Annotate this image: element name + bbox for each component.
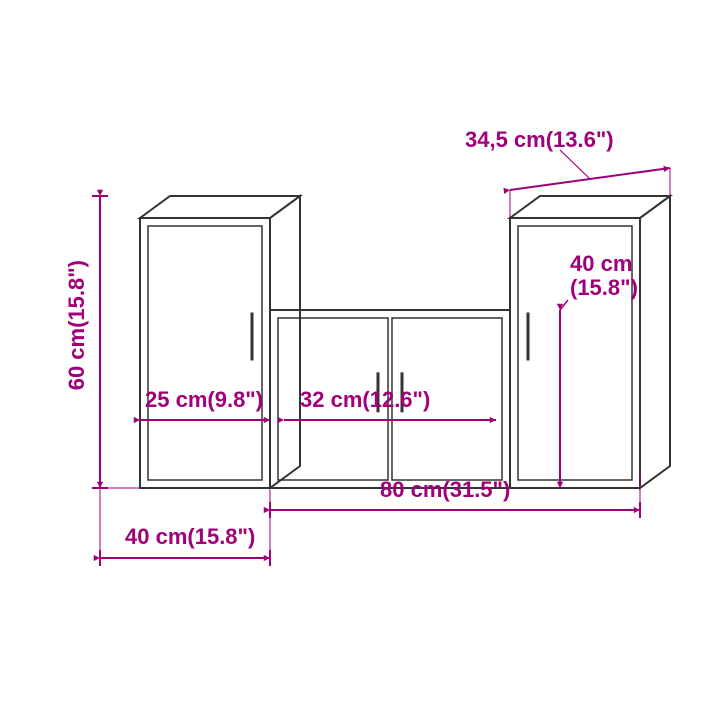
dim-label-depth-345: 34,5 cm(13.6") [465,128,614,152]
dim-label-width-40: 40 cm(15.8") [125,525,255,549]
dim-label-width-80: 80 cm(31.5") [380,478,510,502]
dim-label-height-60: 60 cm(15.8") [65,260,89,390]
dim-label-height-40: 40 cm(15.8") [570,252,638,300]
dim-label-width-25: 25 cm(9.8") [145,388,263,412]
dimension-diagram [0,0,705,705]
dim-label-width-32: 32 cm(12.6") [300,388,430,412]
